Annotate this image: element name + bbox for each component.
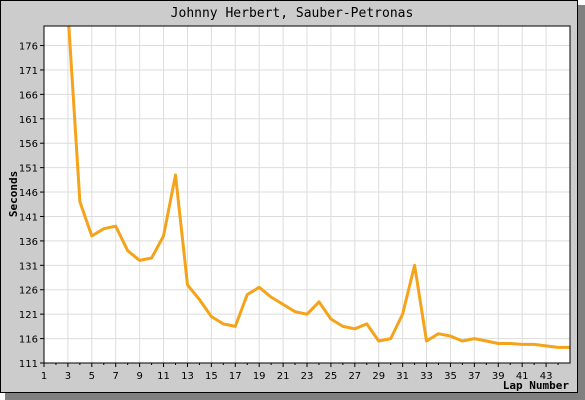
y-axis-label: Seconds: [7, 171, 20, 217]
lap-time-point: [175, 174, 176, 176]
lap-time-point: [222, 323, 224, 325]
y-tick-label: 146: [19, 188, 38, 199]
x-tick-label: 21: [277, 371, 290, 382]
lap-time-point: [354, 328, 356, 330]
y-tick-label: 116: [19, 335, 38, 346]
x-tick-label: 27: [348, 371, 361, 382]
lap-time-point: [115, 225, 117, 227]
lap-time-point: [318, 301, 320, 303]
y-tick-label: 171: [19, 66, 38, 77]
lap-time-point: [234, 325, 236, 327]
y-tick-label: 141: [19, 212, 38, 223]
x-tick-label: 17: [229, 371, 242, 382]
x-tick-label: 31: [396, 371, 409, 382]
x-tick-label: 33: [420, 371, 433, 382]
lap-time-point: [282, 303, 284, 305]
x-tick-label: 41: [516, 371, 529, 382]
x-tick-label: 25: [325, 371, 338, 382]
lap-time-point: [461, 340, 463, 342]
x-tick-label: 37: [468, 371, 481, 382]
lap-time-point: [67, 11, 68, 12]
lap-time-point: [294, 311, 296, 313]
lap-time-point: [438, 333, 439, 335]
lap-time-point: [103, 228, 105, 230]
lap-time-point: [557, 346, 559, 348]
x-tick-label: 39: [492, 371, 505, 382]
lap-time-point: [342, 325, 344, 327]
lap-time-point: [366, 323, 368, 325]
gridlines: [44, 26, 570, 363]
x-tick-label: 9: [136, 371, 142, 382]
lap-time-point: [79, 201, 81, 203]
y-tick-label: 151: [19, 164, 38, 175]
y-tick-label: 156: [19, 139, 38, 150]
x-tick-label: 19: [253, 371, 266, 382]
x-tick-label: 23: [301, 371, 314, 382]
x-tick-label: 43: [540, 371, 553, 382]
y-tick-label: 131: [19, 261, 38, 272]
lap-time-point: [497, 342, 499, 344]
lap-time-point: [127, 250, 129, 252]
lap-time-point: [449, 335, 451, 337]
lap-time-point: [390, 338, 392, 340]
x-tick-label: 7: [113, 371, 119, 382]
lap-time-point: [186, 284, 188, 286]
y-tick-label: 126: [19, 286, 38, 297]
y-tick-label: 136: [19, 237, 38, 248]
series-group: [67, 11, 570, 349]
y-tick-label: 176: [19, 42, 38, 53]
chart-title: Johnny Herbert, Sauber-Petronas: [171, 6, 414, 21]
lap-time-point: [509, 342, 511, 344]
lap-time-point: [163, 235, 165, 237]
lap-time-point: [378, 340, 380, 342]
x-tick-label: 15: [205, 371, 218, 382]
y-tick-label: 121: [19, 310, 38, 321]
lap-time-point: [402, 313, 404, 315]
y-tick-label: 166: [19, 90, 38, 101]
x-tick-label: 13: [181, 371, 194, 382]
lap-time-point: [545, 345, 547, 347]
lap-time-point: [151, 257, 153, 259]
lap-time-point: [139, 259, 141, 261]
x-tick-label: 35: [444, 371, 457, 382]
lap-time-point: [330, 318, 332, 320]
lap-time-point: [198, 299, 200, 301]
lap-time-point: [533, 343, 535, 345]
lap-time-point: [414, 264, 416, 266]
lap-time-point: [521, 343, 523, 345]
x-axis-ticks: 1 3 5 7 9 11 13 15 17 19 21 23 25 27 29 31 33 35 37 39 41 43: [41, 363, 559, 382]
lap-time-point: [270, 296, 272, 298]
x-tick-label: 29: [372, 371, 385, 382]
lap-time-point: [426, 340, 428, 342]
lap-time-point: [306, 313, 308, 315]
lap-time-point: [485, 340, 487, 342]
y-tick-label: 161: [19, 115, 38, 126]
lap-time-point: [246, 294, 248, 296]
y-axis-ticks: 111 116 121 126 131 136 141 146 151 156 161 166 171 1…: [19, 42, 44, 370]
lap-time-point: [258, 286, 260, 288]
x-tick-label: 11: [157, 371, 170, 382]
x-tick-label: 1: [41, 371, 47, 382]
x-axis-label: Lap Number: [503, 379, 570, 392]
x-tick-label: 3: [65, 371, 71, 382]
lap-time-point: [91, 235, 93, 237]
lap-time-point: [210, 316, 212, 318]
lap-time-point: [473, 338, 475, 340]
x-tick-label: 5: [89, 371, 95, 382]
y-tick-label: 111: [19, 359, 38, 370]
